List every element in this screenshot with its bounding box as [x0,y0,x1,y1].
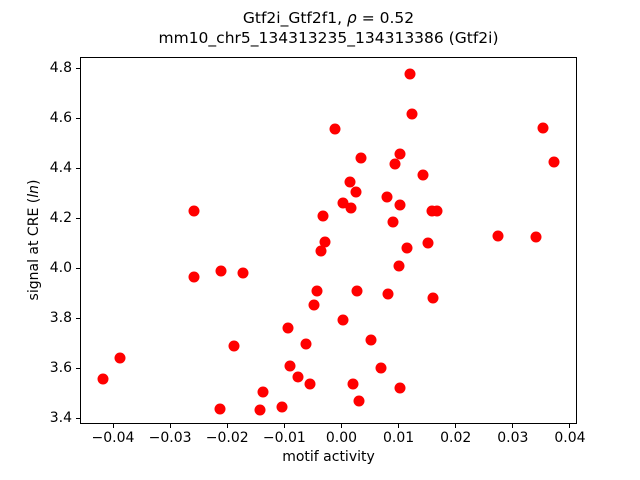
scatter-point [345,202,357,214]
scatter-point [329,123,341,135]
y-tick-mark [76,267,80,269]
x-tick-label: 0.04 [554,430,586,446]
x-tick-label: 0.02 [440,430,472,446]
scatter-point [394,199,406,211]
scatter-point [292,371,303,383]
x-axis-label: motif activity [282,449,375,465]
y-axis-label-suffix: ) [26,179,42,186]
y-tick-label: 4.8 [49,60,72,76]
scatter-point [427,292,439,304]
scatter-point [353,395,365,407]
scatter-point [214,403,226,415]
scatter-point [351,285,363,297]
y-tick-mark [76,167,80,169]
scatter-point [350,186,362,198]
scatter-point [114,352,126,364]
scatter-point [188,205,200,217]
chart-title-prefix: Gtf2i_Gtf2f1, [242,9,347,27]
scatter-point [317,210,329,222]
scatter-point [347,378,359,390]
scatter-point [282,322,294,334]
scatter-point [344,176,356,188]
scatter-point [492,230,504,242]
scatter-point [406,108,418,120]
scatter-point [308,299,319,311]
scatter-point [355,152,367,164]
y-tick-mark [76,367,80,369]
x-tick-mark [569,424,571,428]
scatter-point [394,148,406,160]
scatter-point [393,260,405,272]
scatter-point [548,156,560,168]
scatter-point [431,205,443,217]
y-tick-mark [76,217,80,219]
y-tick-label: 3.4 [49,410,72,426]
x-tick-mark [169,424,171,428]
scatter-point [315,245,327,257]
x-tick-mark [398,424,400,428]
scatter-point [537,122,549,134]
x-tick-mark [226,424,228,428]
scatter-point [276,401,288,413]
scatter-point [337,314,349,326]
y-tick-label: 4.0 [49,260,72,276]
scatter-point [530,231,542,243]
x-tick-mark [455,424,457,428]
x-tick-label: −0.04 [91,430,135,446]
x-tick-mark [512,424,514,428]
y-tick-mark [76,117,80,119]
chart-subtitle: mm10_chr5_134313235_134313386 (Gtf2i) [158,29,499,47]
scatter-point [284,360,296,372]
y-axis-label-ln: ln [26,185,42,198]
scatter-point [300,338,312,350]
x-tick-label: 0.01 [383,430,415,446]
chart-title: Gtf2i_Gtf2f1, ρ = 0.52 [80,9,577,27]
scatter-point [417,169,429,181]
scatter-point [337,197,349,209]
scatter-point [228,340,240,352]
scatter-point [97,373,109,385]
scatter-point [389,158,401,170]
scatter-point [188,271,200,282]
y-tick-label: 4.2 [49,210,72,226]
scatter-point [215,265,227,277]
x-tick-mark [112,424,114,428]
y-axis-label: signal at CRE (ln) [26,180,42,301]
scatter-point [311,285,323,297]
scatter-point [381,191,393,203]
rho-symbol: ρ [346,9,357,27]
scatter-point [257,386,269,398]
y-tick-label: 3.8 [49,310,72,326]
scatter-point [404,68,416,80]
scatter-point [382,288,394,300]
x-tick-label: 0.00 [325,430,358,446]
y-tick-mark [76,417,80,419]
scatter-point [394,382,406,394]
scatter-point [237,267,249,279]
scatter-point [365,334,377,346]
scatter-point [319,236,331,248]
y-tick-label: 3.6 [49,360,72,376]
scatter-point [387,216,399,228]
scatter-point [254,404,266,416]
y-axis-label-prefix: signal at CRE ( [26,197,42,301]
x-tick-label: −0.01 [262,430,306,446]
x-tick-label: −0.02 [205,430,249,446]
scatter-point [422,237,434,249]
x-tick-label: 0.03 [497,430,529,446]
y-tick-label: 4.4 [49,160,72,176]
x-tick-mark [340,424,342,428]
x-tick-mark [283,424,285,428]
scatter-point [401,242,413,254]
scatter-point [375,362,387,374]
y-tick-label: 4.6 [49,110,72,126]
y-tick-mark [76,67,80,69]
chart-title-correlation-value: = 0.52 [356,9,415,27]
x-tick-label: −0.03 [148,430,192,446]
y-tick-mark [76,317,80,319]
scatter-point [304,378,316,390]
